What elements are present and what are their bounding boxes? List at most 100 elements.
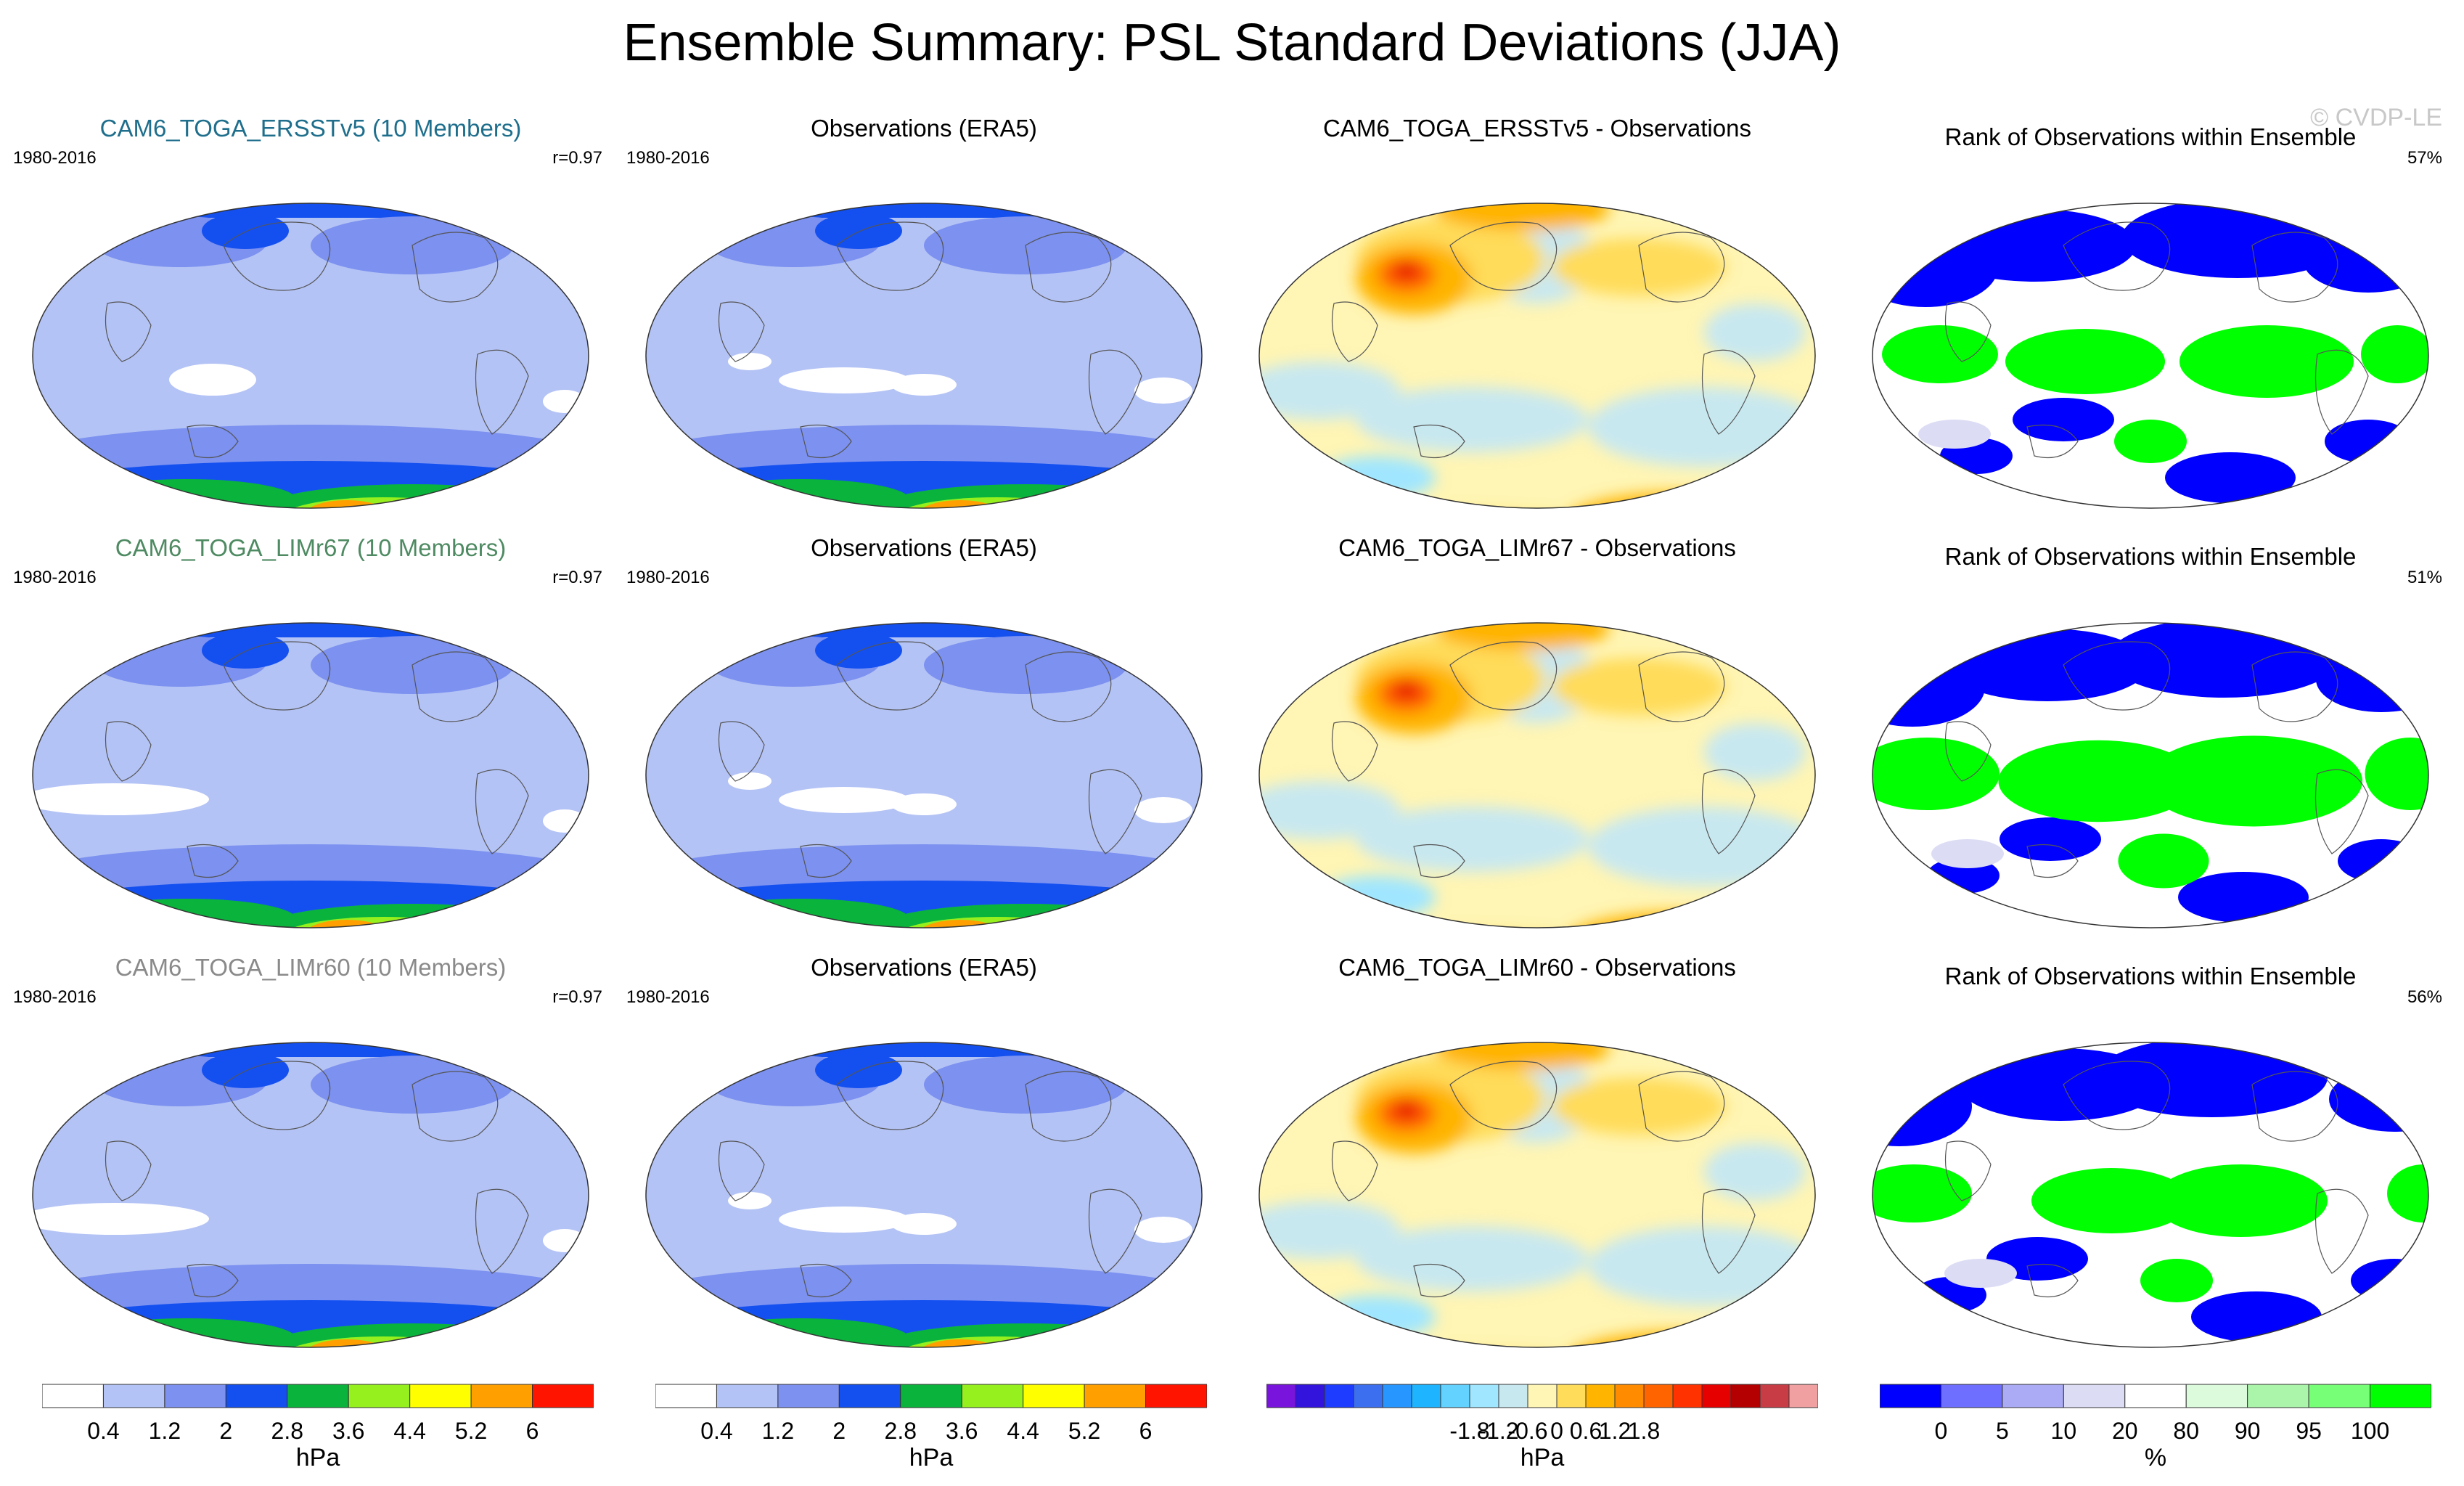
- map-frame: [1258, 622, 1816, 928]
- colorbar-box: [470, 1384, 533, 1408]
- colorbar-box: [655, 1384, 717, 1408]
- panel-title: CAM6_TOGA_LIMr67 (10 Members): [115, 534, 507, 561]
- colorbar-box: [1672, 1384, 1703, 1408]
- stddev-map: [32, 1042, 589, 1348]
- continent-outlines: [719, 1061, 1142, 1298]
- colorbar-box: [716, 1384, 779, 1408]
- colorbar-tick-label: 5.2: [1068, 1418, 1101, 1444]
- colorbar-tick-label: 4.4: [1007, 1418, 1039, 1444]
- colorbar-tick-label: 1.2: [148, 1418, 181, 1444]
- colorbar-tick-label: 0.6: [1569, 1418, 1603, 1444]
- colorbar-tick-label: 0.4: [87, 1418, 120, 1444]
- panel-title: CAM6_TOGA_LIMr67 - Observations: [1338, 534, 1736, 561]
- panel-difference: CAM6_TOGA_LIMr60 - Observations: [1232, 954, 1842, 1382]
- colorbar-tick-label: 20: [2111, 1418, 2138, 1444]
- map-frame: [645, 1042, 1203, 1348]
- continent-outlines: [105, 641, 529, 878]
- colorbar-tick-label: 10: [2050, 1418, 2077, 1444]
- colorbar-box: [2063, 1384, 2126, 1408]
- continent-outlines: [719, 221, 1142, 459]
- colorbar-unit: %: [2144, 1444, 2167, 1471]
- panel-title: CAM6_TOGA_ERSSTv5 - Observations: [1323, 115, 1751, 142]
- colorbar-box: [1023, 1384, 1085, 1408]
- rank-map: [1872, 203, 2429, 509]
- colorbar-unit: hPa: [295, 1444, 340, 1471]
- colorbar-tick-label: 2.8: [271, 1418, 304, 1444]
- panel-ensemble-limr60: CAM6_TOGA_LIMr60 (10 Members) 1980-2016 …: [6, 954, 615, 1382]
- rank-percent-label: 56%: [2407, 987, 2442, 1007]
- panel-rank: Rank of Observations within Ensemble 51%: [1846, 534, 2455, 963]
- map-field: [1259, 1042, 1815, 1347]
- colorbar-box: [1145, 1384, 1207, 1408]
- panel-title: CAM6_TOGA_LIMr60 (10 Members): [115, 954, 507, 981]
- colorbar-box: [2370, 1384, 2431, 1408]
- stddev-colorbar-ensemble: hPa 0.4 1.2 2 2.8 3.6 4.4 5.2 6: [42, 1383, 594, 1485]
- difference-map: [1258, 203, 1816, 509]
- difference-map: [1258, 1042, 1816, 1348]
- stddev-map: [645, 1042, 1203, 1348]
- continent-outlines: [105, 221, 529, 459]
- colorbar-tick-label: 100: [2350, 1418, 2390, 1444]
- watermark: © CVDP-LE: [2310, 104, 2442, 131]
- map-field: [1872, 1042, 2428, 1347]
- map-field: [1872, 203, 2428, 508]
- colorbar-tick-label: 4.4: [393, 1418, 426, 1444]
- rank-percent-label: 51%: [2407, 568, 2442, 587]
- colorbar-box: [348, 1384, 411, 1408]
- panel-observations: Observations (ERA5) 1980-2016: [619, 115, 1229, 543]
- colorbar-tick-label: -0.6: [1507, 1418, 1548, 1444]
- map-field: [33, 1042, 589, 1347]
- colorbar-box: [532, 1384, 594, 1408]
- colorbar-tick-label: 2.8: [884, 1418, 917, 1444]
- stddev-map: [32, 203, 589, 509]
- map-field: [646, 1042, 1202, 1347]
- colorbar-box: [1759, 1384, 1790, 1408]
- correlation-label: r=0.97: [552, 987, 602, 1007]
- panel-title: Observations (ERA5): [811, 954, 1037, 981]
- map-frame: [1872, 622, 2429, 928]
- colorbar-box: [838, 1384, 901, 1408]
- colorbar-tick-label: 5.2: [454, 1418, 488, 1444]
- rank-colorbar: % 0 5 10 20 80 90 95 100: [1880, 1383, 2431, 1485]
- colorbar-tick-label: 80: [2173, 1418, 2200, 1444]
- stddev-map: [645, 203, 1203, 509]
- map-frame: [32, 1042, 589, 1348]
- panel-rank: Rank of Observations within Ensemble 57%: [1846, 115, 2455, 543]
- continent-outlines: [1945, 641, 2369, 878]
- period-label: 1980-2016: [13, 148, 97, 168]
- correlation-label: r=0.97: [552, 148, 602, 168]
- colorbar-tick-label: 95: [2296, 1418, 2322, 1444]
- colorbar-box: [900, 1384, 962, 1408]
- map-frame: [645, 203, 1203, 509]
- map-field: [33, 203, 589, 508]
- colorbar-box: [1084, 1384, 1147, 1408]
- map-frame: [32, 203, 589, 509]
- colorbar-box: [1643, 1384, 1674, 1408]
- colorbar-box: [1295, 1384, 1325, 1408]
- continent-outlines: [1332, 221, 1756, 459]
- map-field: [1259, 203, 1815, 508]
- colorbar-tick-label: 3.6: [945, 1418, 978, 1444]
- colorbar-box: [1880, 1384, 1941, 1408]
- continent-outlines: [105, 1061, 529, 1298]
- map-frame: [1872, 203, 2429, 509]
- colorbar-box: [1411, 1384, 1441, 1408]
- panel-title: Rank of Observations within Ensemble: [1944, 963, 2357, 989]
- panel-rank: Rank of Observations within Ensemble 56%: [1846, 954, 2455, 1382]
- colorbar-box: [1788, 1384, 1818, 1408]
- colorbar-box: [2247, 1384, 2309, 1408]
- colorbar-tick-label: 2: [219, 1418, 233, 1444]
- colorbar-tick-label: 1.8: [1627, 1418, 1661, 1444]
- colorbar-box: [225, 1384, 288, 1408]
- colorbar-tick-label: 90: [2234, 1418, 2261, 1444]
- map-frame: [1258, 1042, 1816, 1348]
- continent-outlines: [1945, 221, 2369, 459]
- colorbar-box: [1940, 1384, 2003, 1408]
- period-label: 1980-2016: [13, 987, 97, 1007]
- panel-observations: Observations (ERA5) 1980-2016: [619, 954, 1229, 1382]
- panel-title: CAM6_TOGA_LIMr60 - Observations: [1338, 954, 1736, 981]
- map-field: [646, 623, 1202, 928]
- colorbar-tick-label: 2: [832, 1418, 846, 1444]
- colorbar-unit: hPa: [1520, 1444, 1565, 1471]
- colorbar-box: [1469, 1384, 1499, 1408]
